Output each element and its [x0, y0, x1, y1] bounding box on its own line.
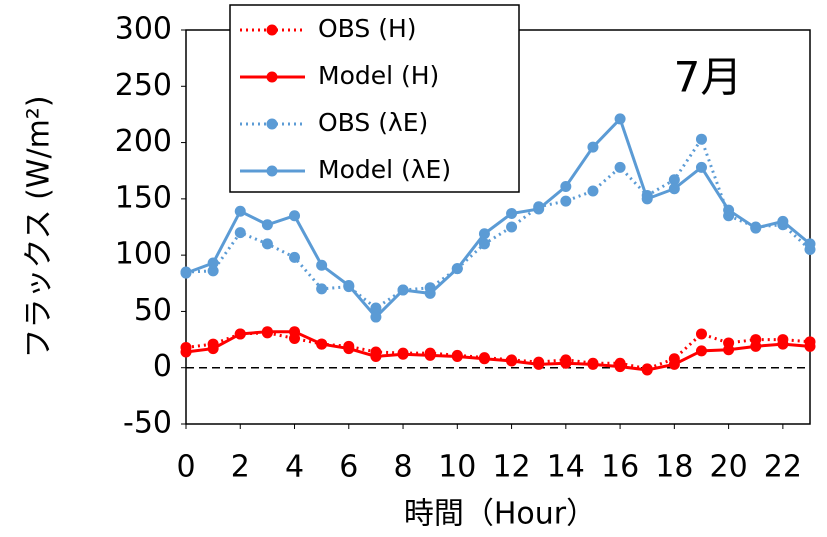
y-tick-label: 150: [115, 180, 172, 215]
data-point: [261, 326, 273, 338]
data-point: [777, 215, 789, 227]
data-point: [180, 267, 192, 279]
y-axis-label: フラックス (W/m²): [22, 95, 57, 358]
data-point: [750, 222, 762, 234]
data-point: [506, 207, 518, 219]
data-point: [668, 174, 680, 186]
data-point: [207, 343, 219, 355]
data-point: [261, 219, 273, 231]
data-point: [289, 326, 301, 338]
data-point: [370, 302, 382, 314]
x-tick-label: 10: [438, 450, 476, 485]
data-point: [641, 193, 653, 205]
data-point: [397, 348, 409, 360]
data-point: [397, 284, 409, 296]
legend-label: Model (H): [318, 61, 439, 90]
data-point: [261, 238, 273, 250]
data-point: [289, 251, 301, 263]
y-tick-label: 100: [115, 237, 172, 272]
data-point: [641, 364, 653, 376]
x-tick-label: 22: [764, 450, 802, 485]
data-point: [587, 141, 599, 153]
y-tick-label: 0: [153, 349, 172, 384]
data-point: [370, 350, 382, 362]
data-point: [451, 350, 463, 362]
data-point: [478, 238, 490, 250]
data-point: [180, 346, 192, 358]
legend-label: OBS (λE): [318, 108, 428, 137]
data-point: [804, 238, 816, 250]
legend: OBS (H) Model (H) OBS (λE) Model (λE): [229, 4, 520, 193]
x-tick-label: 12: [492, 450, 530, 485]
data-point: [560, 195, 572, 207]
data-point: [614, 161, 626, 173]
data-point: [560, 357, 572, 369]
legend-box: [229, 4, 520, 193]
data-point: [587, 358, 599, 370]
y-tick-label: 50: [134, 293, 172, 328]
y-tick-label: 300: [115, 12, 172, 47]
data-point: [207, 257, 219, 269]
x-tick-label: 16: [601, 450, 639, 485]
data-point: [478, 353, 490, 365]
x-tick-label: 4: [285, 450, 304, 485]
data-point: [316, 259, 328, 271]
data-point: [234, 227, 246, 239]
data-point: [723, 344, 735, 356]
data-point: [777, 338, 789, 350]
data-point: [506, 355, 518, 367]
data-point: [587, 185, 599, 197]
data-point: [750, 340, 762, 352]
data-point: [804, 340, 816, 352]
data-point: [343, 280, 355, 292]
data-point: [506, 221, 518, 233]
data-point: [316, 338, 328, 350]
data-point: [695, 328, 707, 340]
annotation: 7月: [674, 53, 743, 102]
data-point: [343, 343, 355, 355]
legend-marker: [266, 71, 278, 83]
x-axis-label: 時間（Hour）: [404, 497, 596, 532]
x-tick-label: 8: [393, 450, 412, 485]
legend-marker: [266, 24, 278, 36]
data-point: [478, 228, 490, 240]
data-point: [316, 283, 328, 295]
legend-label: Model (λE): [318, 155, 451, 184]
x-tick-label: 0: [176, 450, 195, 485]
data-point: [668, 358, 680, 370]
data-point: [533, 358, 545, 370]
data-point: [614, 113, 626, 125]
data-point: [695, 161, 707, 173]
y-tick-label: 200: [115, 124, 172, 159]
data-point: [451, 263, 463, 275]
data-point: [207, 265, 219, 277]
data-point: [614, 361, 626, 373]
legend-marker: [266, 165, 278, 177]
x-tick-label: 14: [547, 450, 585, 485]
data-point: [289, 210, 301, 222]
data-point: [695, 345, 707, 357]
x-tick-label: 20: [710, 450, 748, 485]
data-point: [234, 328, 246, 340]
data-point: [723, 204, 735, 216]
legend-marker: [266, 118, 278, 130]
data-point: [695, 133, 707, 145]
data-point: [234, 205, 246, 217]
data-point: [560, 180, 572, 192]
data-point: [370, 311, 382, 323]
data-point: [668, 183, 680, 195]
x-tick-label: 18: [655, 450, 693, 485]
x-tick-label: 6: [339, 450, 358, 485]
data-point: [533, 203, 545, 215]
y-tick-label: 250: [115, 68, 172, 103]
legend-label: OBS (H): [318, 14, 417, 43]
data-point: [424, 287, 436, 299]
x-tick-label: 2: [231, 450, 250, 485]
y-tick-label: -50: [123, 406, 172, 441]
data-point: [424, 349, 436, 361]
